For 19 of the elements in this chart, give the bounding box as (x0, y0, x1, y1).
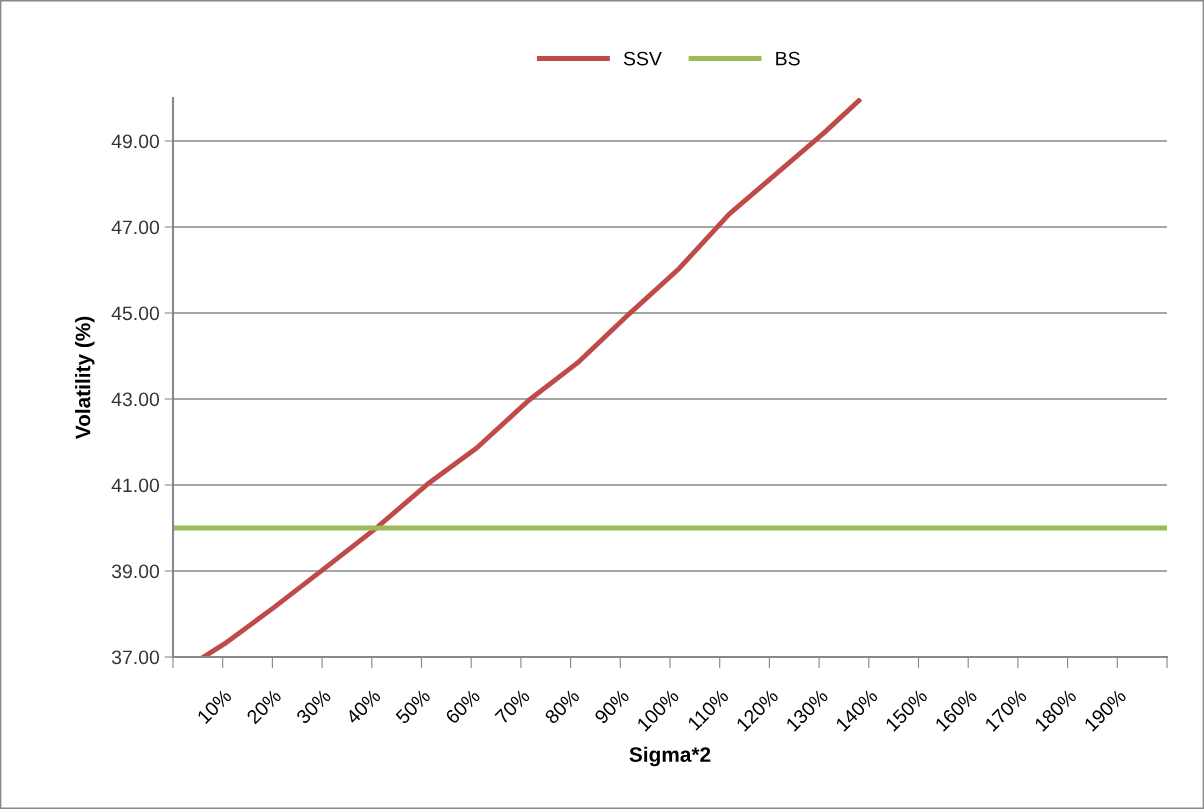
x-tick-label: 60% (444, 688, 481, 725)
x-tick-label: 90% (593, 688, 630, 725)
line-series (201, 98, 862, 657)
y-tick-label: 49.00 (111, 134, 160, 149)
legend-label: SSV (623, 51, 662, 66)
y-tick-label: 45.00 (111, 306, 160, 321)
x-axis-title: Sigma*2 (629, 746, 711, 767)
y-tick-label: 39.00 (111, 564, 160, 579)
x-tick-label: 70% (494, 688, 531, 725)
y-tick-label: 41.00 (111, 478, 160, 493)
x-tick-label: 50% (394, 688, 432, 725)
y-tick-label: 47.00 (111, 220, 160, 235)
y-tick-label: 43.00 (111, 392, 160, 407)
y-axis-title: Volatility (%) (75, 316, 95, 440)
legend-label: BS (776, 51, 800, 66)
x-tick-label: 40% (344, 688, 382, 725)
y-tick-label: 37.00 (111, 650, 160, 665)
x-tick-label: 30% (295, 688, 332, 725)
x-tick-label: 80% (544, 688, 581, 725)
